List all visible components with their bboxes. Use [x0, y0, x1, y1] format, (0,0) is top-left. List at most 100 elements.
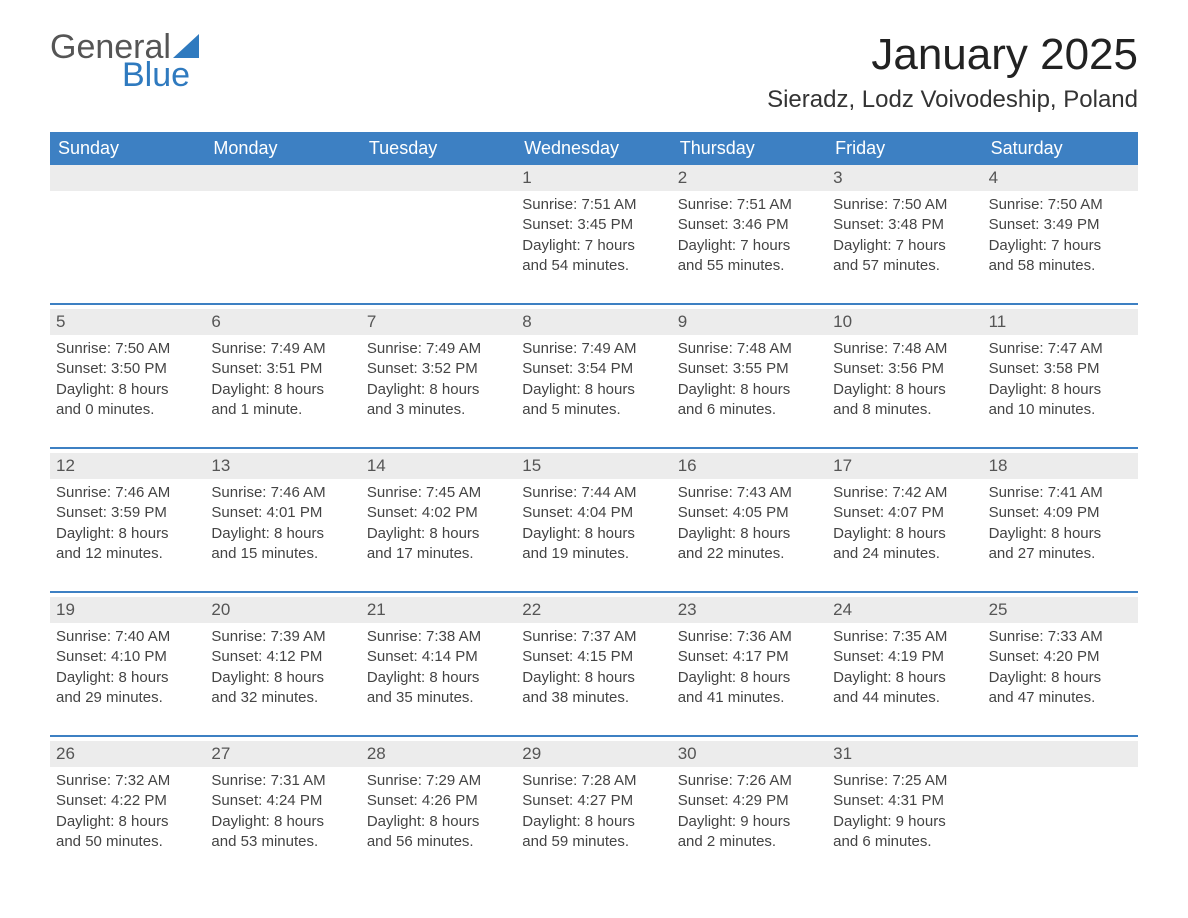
day-sunset: Sunset: 4:12 PM	[211, 647, 354, 667]
day-daylight1: Daylight: 8 hours	[211, 524, 354, 544]
daynum-cell: 8	[516, 309, 671, 335]
day-daylight2: and 24 minutes.	[833, 544, 976, 564]
daynum-cell: 25	[983, 597, 1138, 623]
day-daylight1: Daylight: 8 hours	[522, 380, 665, 400]
day-sunset: Sunset: 3:46 PM	[678, 215, 821, 235]
day-daylight1: Daylight: 8 hours	[211, 812, 354, 832]
brand-logo: General Blue	[50, 30, 203, 92]
day-sunset: Sunset: 4:10 PM	[56, 647, 199, 667]
day-sunrise: Sunrise: 7:39 AM	[211, 627, 354, 647]
location-label: Sieradz, Lodz Voivodeship, Poland	[767, 86, 1138, 114]
day-daylight2: and 6 minutes.	[678, 400, 821, 420]
day-daylight1: Daylight: 8 hours	[989, 668, 1132, 688]
day-daylight1: Daylight: 8 hours	[989, 380, 1132, 400]
daynum-cell: 30	[672, 741, 827, 767]
day-sunrise: Sunrise: 7:46 AM	[56, 483, 199, 503]
day-cell: Sunrise: 7:44 AMSunset: 4:04 PMDaylight:…	[516, 479, 671, 587]
daynum-cell: 17	[827, 453, 982, 479]
day-daylight1: Daylight: 9 hours	[678, 812, 821, 832]
day-daylight2: and 6 minutes.	[833, 832, 976, 852]
day-daylight2: and 58 minutes.	[989, 256, 1132, 276]
day-daylight1: Daylight: 8 hours	[56, 668, 199, 688]
day-daylight2: and 27 minutes.	[989, 544, 1132, 564]
day-cell: Sunrise: 7:50 AMSunset: 3:49 PMDaylight:…	[983, 191, 1138, 299]
day-daylight1: Daylight: 8 hours	[367, 668, 510, 688]
day-sunrise: Sunrise: 7:48 AM	[833, 339, 976, 359]
daynum-cell: 2	[672, 165, 827, 191]
daynum-cell	[50, 165, 205, 191]
title-block: January 2025 Sieradz, Lodz Voivodeship, …	[767, 30, 1138, 114]
day-cell: Sunrise: 7:49 AMSunset: 3:52 PMDaylight:…	[361, 335, 516, 443]
day-daylight1: Daylight: 8 hours	[678, 380, 821, 400]
daynum-row: 19202122232425	[50, 597, 1138, 623]
day-cell: Sunrise: 7:45 AMSunset: 4:02 PMDaylight:…	[361, 479, 516, 587]
day-cell	[361, 191, 516, 299]
day-sunset: Sunset: 4:20 PM	[989, 647, 1132, 667]
day-sunset: Sunset: 4:01 PM	[211, 503, 354, 523]
day-daylight2: and 38 minutes.	[522, 688, 665, 708]
day-sunset: Sunset: 4:09 PM	[989, 503, 1132, 523]
week-separator	[50, 591, 1138, 593]
day-daylight1: Daylight: 8 hours	[678, 524, 821, 544]
daynum-cell: 22	[516, 597, 671, 623]
daynum-cell: 5	[50, 309, 205, 335]
day-sunrise: Sunrise: 7:46 AM	[211, 483, 354, 503]
day-daylight2: and 19 minutes.	[522, 544, 665, 564]
day-sunset: Sunset: 4:27 PM	[522, 791, 665, 811]
day-daylight2: and 1 minute.	[211, 400, 354, 420]
day-sunrise: Sunrise: 7:47 AM	[989, 339, 1132, 359]
day-sunset: Sunset: 3:49 PM	[989, 215, 1132, 235]
day-sunrise: Sunrise: 7:31 AM	[211, 771, 354, 791]
weekday-header-cell: Friday	[827, 132, 982, 165]
day-sunset: Sunset: 3:56 PM	[833, 359, 976, 379]
content-row: Sunrise: 7:32 AMSunset: 4:22 PMDaylight:…	[50, 767, 1138, 875]
daynum-cell: 18	[983, 453, 1138, 479]
daynum-row: 567891011	[50, 309, 1138, 335]
daynum-cell: 10	[827, 309, 982, 335]
day-daylight2: and 56 minutes.	[367, 832, 510, 852]
day-sunset: Sunset: 4:22 PM	[56, 791, 199, 811]
day-sunrise: Sunrise: 7:26 AM	[678, 771, 821, 791]
day-sunset: Sunset: 3:58 PM	[989, 359, 1132, 379]
day-sunrise: Sunrise: 7:43 AM	[678, 483, 821, 503]
day-sunset: Sunset: 3:50 PM	[56, 359, 199, 379]
daynum-cell: 13	[205, 453, 360, 479]
day-sunrise: Sunrise: 7:37 AM	[522, 627, 665, 647]
day-sunset: Sunset: 4:31 PM	[833, 791, 976, 811]
day-sunset: Sunset: 3:54 PM	[522, 359, 665, 379]
day-daylight2: and 10 minutes.	[989, 400, 1132, 420]
day-daylight1: Daylight: 7 hours	[678, 236, 821, 256]
day-sunset: Sunset: 3:55 PM	[678, 359, 821, 379]
day-daylight1: Daylight: 8 hours	[522, 812, 665, 832]
day-cell: Sunrise: 7:35 AMSunset: 4:19 PMDaylight:…	[827, 623, 982, 731]
daynum-cell: 4	[983, 165, 1138, 191]
daynum-row: 262728293031	[50, 741, 1138, 767]
daynum-cell: 24	[827, 597, 982, 623]
day-cell: Sunrise: 7:43 AMSunset: 4:05 PMDaylight:…	[672, 479, 827, 587]
day-daylight2: and 29 minutes.	[56, 688, 199, 708]
day-sunrise: Sunrise: 7:50 AM	[56, 339, 199, 359]
calendar-grid: SundayMondayTuesdayWednesdayThursdayFrid…	[50, 132, 1138, 875]
day-sunrise: Sunrise: 7:25 AM	[833, 771, 976, 791]
day-daylight2: and 5 minutes.	[522, 400, 665, 420]
daynum-cell: 20	[205, 597, 360, 623]
day-cell: Sunrise: 7:50 AMSunset: 3:50 PMDaylight:…	[50, 335, 205, 443]
day-daylight2: and 50 minutes.	[56, 832, 199, 852]
day-daylight2: and 3 minutes.	[367, 400, 510, 420]
day-cell: Sunrise: 7:46 AMSunset: 3:59 PMDaylight:…	[50, 479, 205, 587]
day-sunrise: Sunrise: 7:51 AM	[678, 195, 821, 215]
day-cell: Sunrise: 7:42 AMSunset: 4:07 PMDaylight:…	[827, 479, 982, 587]
day-sunrise: Sunrise: 7:28 AM	[522, 771, 665, 791]
week-separator	[50, 447, 1138, 449]
day-daylight2: and 53 minutes.	[211, 832, 354, 852]
week-separator	[50, 303, 1138, 305]
day-cell: Sunrise: 7:51 AMSunset: 3:45 PMDaylight:…	[516, 191, 671, 299]
header-row: General Blue January 2025 Sieradz, Lodz …	[50, 30, 1138, 114]
daynum-cell: 6	[205, 309, 360, 335]
day-daylight1: Daylight: 8 hours	[833, 380, 976, 400]
content-row: Sunrise: 7:40 AMSunset: 4:10 PMDaylight:…	[50, 623, 1138, 731]
day-daylight2: and 57 minutes.	[833, 256, 976, 276]
day-daylight2: and 32 minutes.	[211, 688, 354, 708]
day-cell: Sunrise: 7:40 AMSunset: 4:10 PMDaylight:…	[50, 623, 205, 731]
day-daylight1: Daylight: 8 hours	[56, 812, 199, 832]
